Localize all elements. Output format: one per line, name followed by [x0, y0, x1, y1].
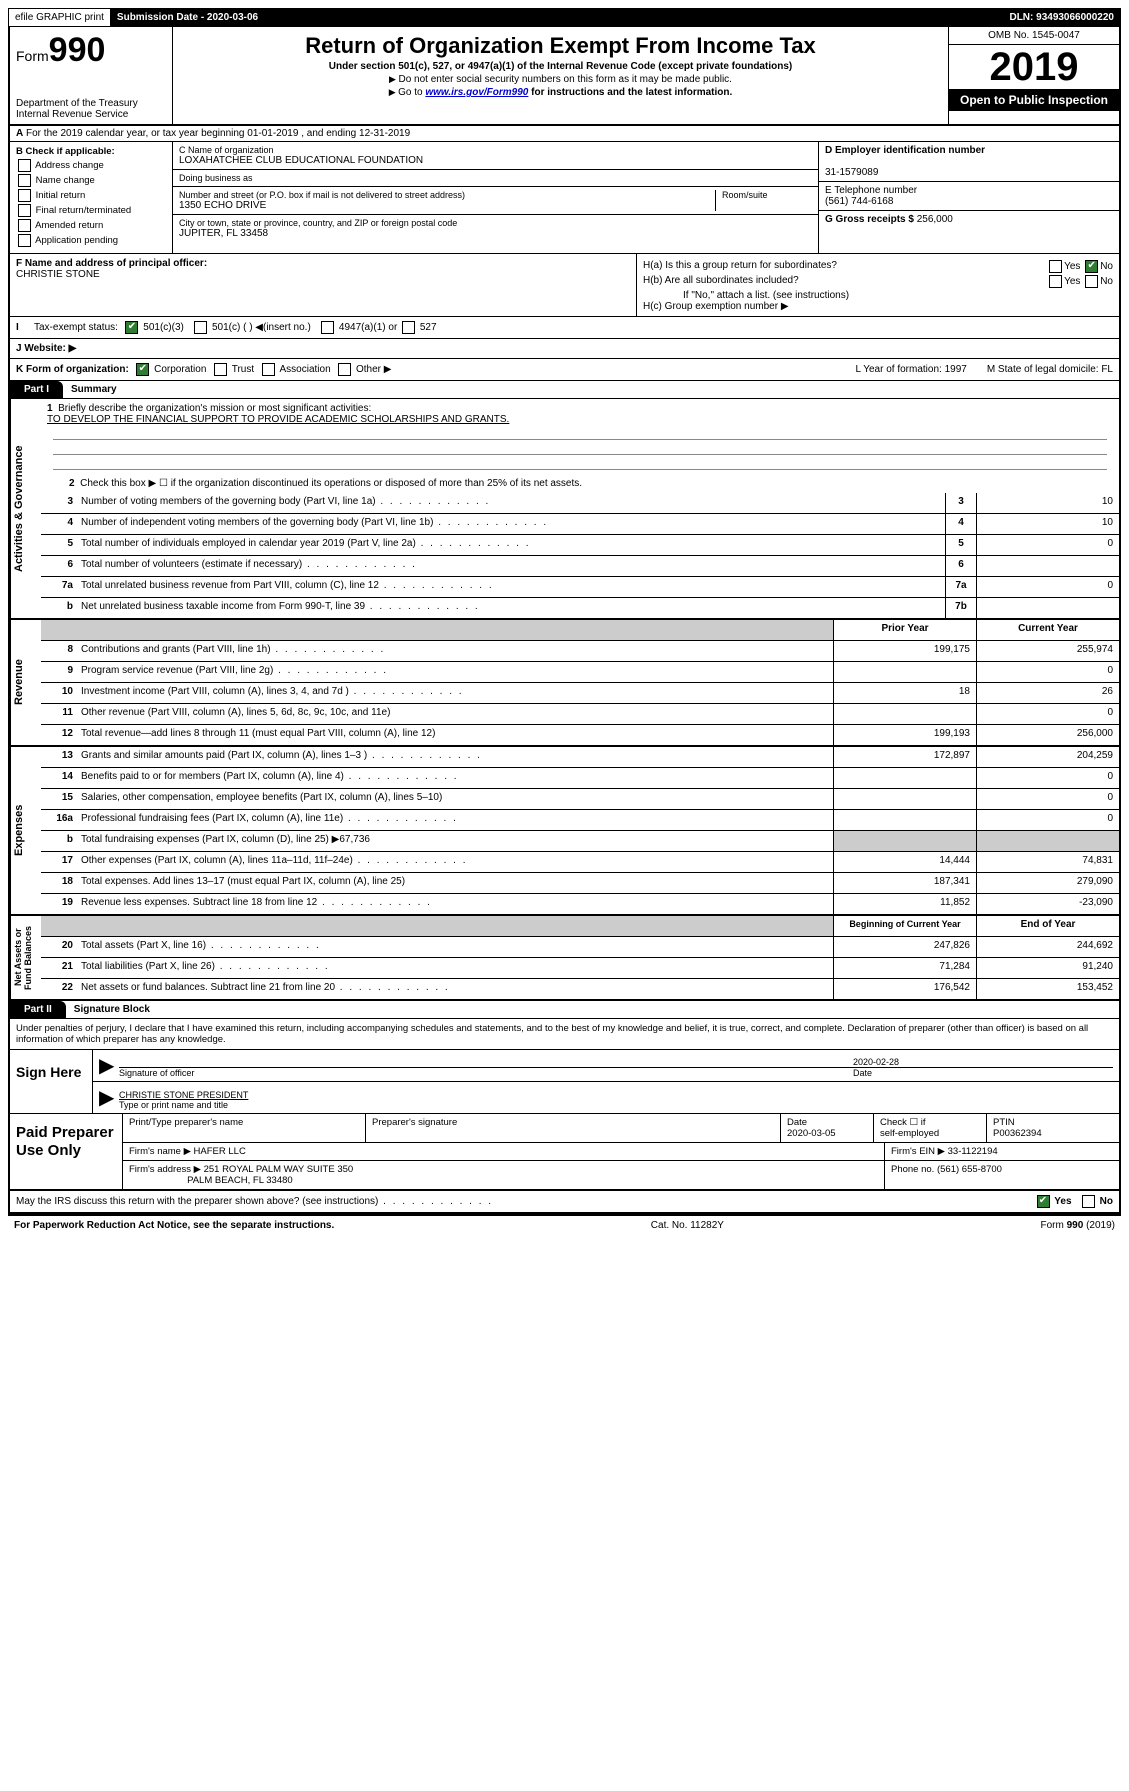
topbar-spacer — [265, 9, 1003, 26]
mission-text: TO DEVELOP THE FINANCIAL SUPPORT TO PROV… — [47, 414, 509, 425]
state-domicile: M State of legal domicile: FL — [987, 364, 1113, 375]
chk-address-change[interactable]: Address change — [16, 159, 166, 172]
chk-amended[interactable]: Amended return — [16, 219, 166, 232]
val-7b — [976, 598, 1119, 618]
discuss-no[interactable] — [1082, 1195, 1095, 1208]
val-4: 10 — [976, 514, 1119, 534]
part1-header: Part I Summary — [10, 381, 1119, 399]
chk-assoc[interactable] — [262, 363, 275, 376]
chk-other[interactable] — [338, 363, 351, 376]
city-cell: City or town, state or province, country… — [173, 215, 818, 242]
efile-label[interactable]: efile GRAPHIC print — [9, 9, 111, 26]
dba-cell: Doing business as — [173, 170, 818, 187]
line2: 2 Check this box ▶ ☐ if the organization… — [41, 474, 1119, 493]
sign-here-label: Sign Here — [10, 1050, 93, 1113]
submission-date: Submission Date - 2020-03-06 — [111, 9, 265, 26]
chk-501c3[interactable]: ✔ — [125, 321, 138, 334]
chk-final-return[interactable]: Final return/terminated — [16, 204, 166, 217]
omb-number: OMB No. 1545-0047 — [949, 27, 1119, 45]
irs-link[interactable]: www.irs.gov/Form990 — [425, 87, 528, 98]
sig-arrow-icon-2: ▶ — [99, 1085, 119, 1110]
vlabel-governance: Activities & Governance — [10, 399, 41, 618]
discuss-question: May the IRS discuss this return with the… — [16, 1196, 493, 1207]
val-7a: 0 — [976, 577, 1119, 597]
paid-preparer-label: Paid Preparer Use Only — [10, 1114, 123, 1189]
dept-treasury: Department of the Treasury — [16, 98, 166, 109]
chk-name-change[interactable]: Name change — [16, 174, 166, 187]
row-a-period: A For the 2019 calendar year, or tax yea… — [10, 126, 1119, 142]
principal-officer: F Name and address of principal officer:… — [10, 254, 637, 316]
form-header: Form990 Department of the Treasury Inter… — [10, 27, 1119, 126]
gross-receipts-cell: G Gross receipts $ 256,000 — [819, 211, 1119, 228]
year-formation: L Year of formation: 1997 — [855, 364, 966, 375]
sig-arrow-icon: ▶ — [99, 1053, 119, 1078]
form-number: Form990 — [16, 31, 166, 70]
tax-year: 2019 — [949, 45, 1119, 89]
website-row: J Website: ▶ — [16, 343, 76, 354]
open-inspection: Open to Public Inspection — [949, 89, 1119, 111]
page-footer: For Paperwork Reduction Act Notice, see … — [8, 1216, 1121, 1235]
line1-label: Briefly describe the organization's miss… — [58, 403, 371, 414]
box-b: B Check if applicable: Address change Na… — [10, 142, 173, 253]
dept-irs: Internal Revenue Service — [16, 109, 166, 120]
chk-initial-return[interactable]: Initial return — [16, 189, 166, 202]
group-return: H(a) Is this a group return for subordin… — [637, 254, 1119, 316]
chk-app-pending[interactable]: Application pending — [16, 234, 166, 247]
org-name-cell: C Name of organization LOXAHATCHEE CLUB … — [173, 142, 818, 170]
part2-header: Part II Signature Block — [10, 1001, 1119, 1019]
vlabel-expenses: Expenses — [10, 747, 41, 914]
perjury-declaration: Under penalties of perjury, I declare th… — [10, 1019, 1119, 1050]
form-title: Return of Organization Exempt From Incom… — [179, 33, 942, 59]
street-cell: Number and street (or P.O. box if mail i… — [173, 187, 818, 215]
val-3: 10 — [976, 493, 1119, 513]
ssn-note: Do not enter social security numbers on … — [179, 74, 942, 85]
discuss-yes[interactable]: ✔ — [1037, 1195, 1050, 1208]
val-6 — [976, 556, 1119, 576]
chk-4947[interactable] — [321, 321, 334, 334]
phone-cell: E Telephone number (561) 744-6168 — [819, 182, 1119, 211]
val-5: 0 — [976, 535, 1119, 555]
ein-cell: D Employer identification number 31-1579… — [819, 142, 1119, 182]
efile-topbar: efile GRAPHIC print Submission Date - 20… — [8, 8, 1121, 27]
dln: DLN: 93493066000220 — [1003, 9, 1120, 26]
chk-corp[interactable]: ✔ — [136, 363, 149, 376]
chk-trust[interactable] — [214, 363, 227, 376]
goto-note: Go to www.irs.gov/Form990 for instructio… — [179, 87, 942, 98]
officer-signature[interactable]: Signature of officer — [119, 1057, 853, 1078]
chk-527[interactable] — [402, 321, 415, 334]
vlabel-revenue: Revenue — [10, 620, 41, 745]
vlabel-netassets: Net Assets orFund Balances — [10, 916, 41, 999]
chk-501c[interactable] — [194, 321, 207, 334]
form-subtitle: Under section 501(c), 527, or 4947(a)(1)… — [179, 61, 942, 72]
